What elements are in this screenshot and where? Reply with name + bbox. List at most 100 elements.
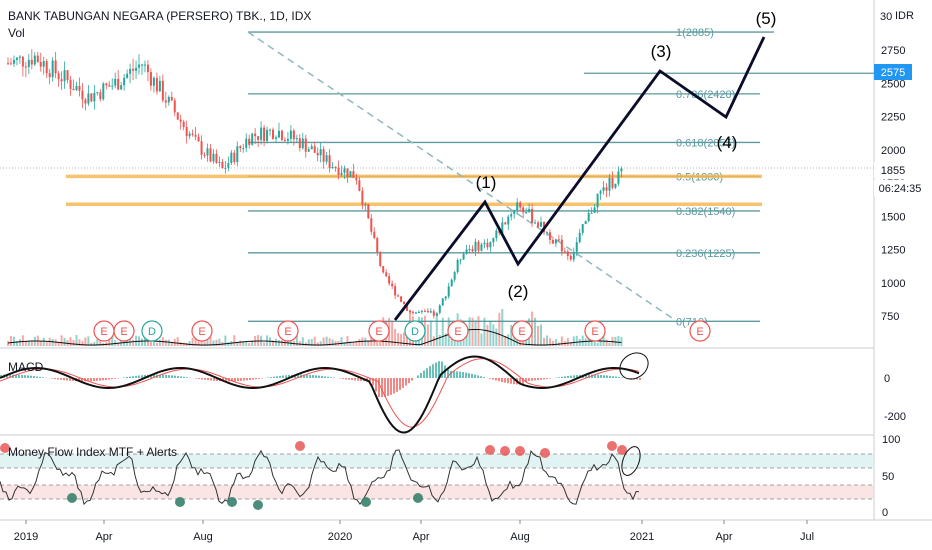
candle-body xyxy=(334,166,337,168)
volume-bar xyxy=(572,336,575,346)
volume-bar xyxy=(426,324,429,346)
candle-body xyxy=(260,127,263,140)
candle-body xyxy=(188,133,191,137)
earnings-marker[interactable]: E xyxy=(447,320,469,342)
candle-body xyxy=(251,133,254,145)
mfi-oversold-dot xyxy=(175,497,185,507)
candle-body xyxy=(444,296,447,299)
volume-bar xyxy=(364,337,367,346)
earnings-marker[interactable]: E xyxy=(511,320,533,342)
candle-body xyxy=(322,149,325,162)
macd-histogram-bar xyxy=(204,378,206,380)
candle-body xyxy=(417,312,420,314)
macd-histogram-bar xyxy=(51,378,53,379)
macd-histogram-bar xyxy=(312,375,314,378)
candle-body xyxy=(57,73,60,80)
macd-histogram-bar xyxy=(471,373,473,378)
volume-bar xyxy=(132,339,135,346)
candle-body xyxy=(492,238,495,243)
earnings-marker[interactable]: E xyxy=(584,320,606,342)
candle-body xyxy=(584,221,587,225)
candle-body xyxy=(581,224,584,233)
macd-histogram-bar xyxy=(492,378,494,380)
macd-histogram-bar xyxy=(153,374,155,378)
time-axis[interactable]: 2019 Apr Aug 2020 Apr Aug 2021 Apr Jul xyxy=(14,520,814,543)
volume-bar xyxy=(301,337,304,346)
volume-bar xyxy=(57,341,60,346)
candle-body xyxy=(66,70,69,80)
support-lines[interactable] xyxy=(66,174,762,207)
candle-body xyxy=(245,138,248,149)
volume-bar xyxy=(272,340,275,346)
earnings-marker[interactable]: E xyxy=(689,320,711,342)
candle-body xyxy=(295,138,298,140)
macd-histogram-bar xyxy=(273,376,275,378)
mfi-oversold-dot xyxy=(67,493,77,503)
volume-bar xyxy=(135,335,138,346)
candle-body xyxy=(135,67,138,71)
earnings-marker[interactable]: E xyxy=(93,320,115,342)
macd-histogram-bar xyxy=(495,378,497,381)
time-tick-label: Jul xyxy=(800,531,814,543)
candle-body xyxy=(39,62,42,67)
downtrend-line[interactable] xyxy=(247,31,673,319)
fib-level-label: 0.618(2055) xyxy=(676,137,735,149)
candle-body xyxy=(105,83,108,86)
volume-bar xyxy=(453,336,456,346)
volume-bar xyxy=(343,342,346,346)
volume-bar xyxy=(614,336,617,346)
candle-body xyxy=(108,85,111,87)
candle-body xyxy=(292,130,295,140)
candle-body xyxy=(495,230,498,239)
macd-histogram-bar xyxy=(288,375,290,378)
candle-body xyxy=(560,239,563,252)
candle-body xyxy=(48,73,51,78)
macd-histogram-bar xyxy=(306,374,308,378)
candle-body xyxy=(587,213,590,222)
candle-body xyxy=(394,286,397,296)
candle-body xyxy=(462,253,465,260)
macd-histogram-bar xyxy=(246,378,248,381)
earnings-marker[interactable]: D xyxy=(404,320,426,342)
candle-body xyxy=(27,59,30,67)
volume-bar xyxy=(63,337,66,346)
volume-bar xyxy=(164,339,167,346)
volume-bar xyxy=(560,336,563,346)
candle-body xyxy=(170,97,173,101)
candle-body xyxy=(114,78,117,86)
price-tick: 2000 xyxy=(881,145,905,157)
candle-body xyxy=(474,241,477,252)
candle-body xyxy=(617,171,620,184)
macd-histogram-bar xyxy=(258,378,260,379)
candle-body xyxy=(120,85,123,90)
volume-bar xyxy=(117,342,120,346)
candle-body xyxy=(614,183,617,188)
macd-histogram-bar xyxy=(102,378,104,381)
macd-histogram-bar xyxy=(171,375,173,378)
volume-bar xyxy=(236,342,239,346)
macd-histogram-bar xyxy=(378,378,380,398)
earnings-marker[interactable]: E xyxy=(368,320,390,342)
earnings-marker[interactable]: D xyxy=(141,320,163,342)
candle-body xyxy=(307,149,310,152)
volume-bar xyxy=(218,338,221,346)
volume-bar xyxy=(441,317,444,346)
earnings-marker-circle xyxy=(404,320,426,342)
earnings-marker[interactable]: E xyxy=(191,320,213,342)
time-tick-label: 2021 xyxy=(630,531,654,543)
candle-body xyxy=(566,251,569,256)
volume-bar xyxy=(12,336,15,346)
price-tick-clipped: 30 xyxy=(880,11,892,23)
candle-body xyxy=(45,61,48,74)
volume-bar xyxy=(194,335,197,346)
candle-body xyxy=(611,177,614,188)
volume-bar xyxy=(15,341,18,346)
currency-label: IDR xyxy=(895,10,914,22)
fibonacci-retracement[interactable]: 1(2885)0.786(2420)0.618(2055)0.5(1800)0.… xyxy=(248,27,874,328)
earnings-marker[interactable]: E xyxy=(277,320,299,342)
macd-histogram-bar xyxy=(534,378,536,381)
earnings-marker[interactable]: E xyxy=(113,320,135,342)
elliott-wave-projection[interactable]: (1) (2) (3) (4) (5) xyxy=(393,9,776,321)
